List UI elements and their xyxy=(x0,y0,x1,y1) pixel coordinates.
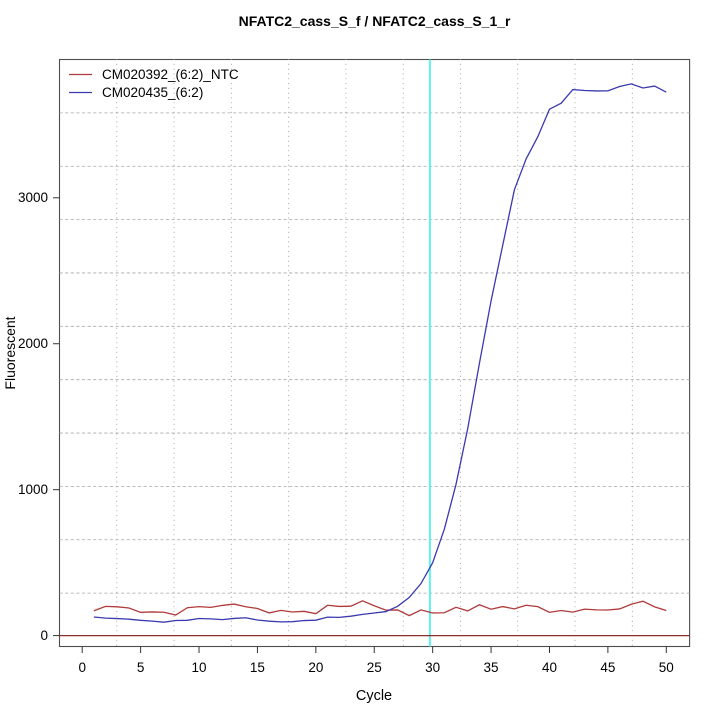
svg-text:15: 15 xyxy=(250,660,265,675)
svg-text:25: 25 xyxy=(367,660,382,675)
svg-text:10: 10 xyxy=(192,660,207,675)
svg-text:0: 0 xyxy=(40,628,48,643)
svg-text:CM020392_(6:2)_NTC: CM020392_(6:2)_NTC xyxy=(102,67,239,82)
svg-text:50: 50 xyxy=(659,660,674,675)
svg-text:5: 5 xyxy=(137,660,145,675)
svg-text:0: 0 xyxy=(78,660,86,675)
svg-text:20: 20 xyxy=(308,660,323,675)
svg-text:1000: 1000 xyxy=(18,482,48,497)
svg-text:40: 40 xyxy=(542,660,557,675)
svg-text:45: 45 xyxy=(600,660,615,675)
svg-text:Fluorescent: Fluorescent xyxy=(2,316,18,389)
svg-text:2000: 2000 xyxy=(18,336,48,351)
svg-text:30: 30 xyxy=(425,660,440,675)
svg-text:Cycle: Cycle xyxy=(356,688,392,704)
svg-text:CM020435_(6:2): CM020435_(6:2) xyxy=(102,85,203,100)
svg-text:35: 35 xyxy=(484,660,499,675)
svg-text:3000: 3000 xyxy=(18,190,48,205)
